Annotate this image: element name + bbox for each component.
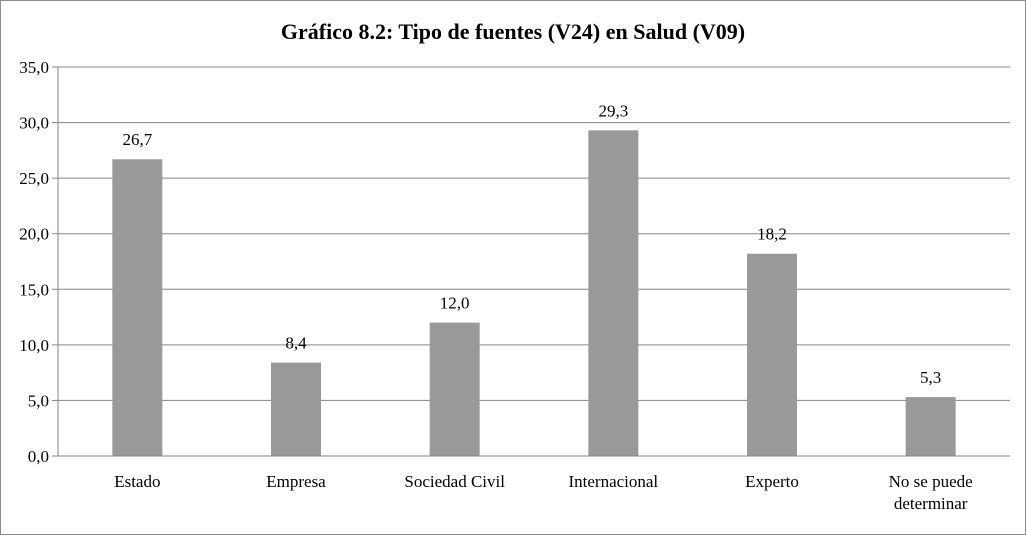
bars (112, 130, 956, 456)
y-axis-tick-label: 30,0 (19, 114, 49, 133)
x-axis-category-label: Empresa (266, 472, 326, 491)
grid-lines (58, 66, 1010, 401)
bar (271, 362, 321, 456)
y-axis-tick-label: 20,0 (19, 225, 49, 244)
bar (588, 130, 639, 456)
x-axis-category-label: determinar (894, 494, 968, 513)
data-label: 29,3 (598, 101, 628, 120)
data-label: 26,7 (122, 130, 152, 149)
x-axis-category-label: No se puede (889, 472, 973, 491)
bar (112, 159, 163, 456)
y-axis-tick-label: 35,0 (19, 58, 49, 77)
bar (905, 397, 956, 456)
y-axis-tick-labels: 0,0 5,0 10,0 15,0 20,0 25,0 30,0 35,0 (19, 58, 49, 466)
bar (747, 253, 797, 456)
x-axis-category-label: Experto (745, 472, 799, 491)
data-label: 12,0 (440, 294, 470, 313)
x-axis-category-label: Sociedad Civil (404, 472, 505, 491)
data-label: 8,4 (285, 334, 307, 353)
y-axis-tick-label: 10,0 (19, 336, 49, 355)
y-axis-tick-label: 25,0 (19, 169, 49, 188)
data-label: 5,3 (920, 368, 941, 387)
data-labels: 26,7 8,4 12,0 29,3 18,2 5,3 (122, 101, 941, 387)
y-axis-tick-label: 15,0 (19, 280, 49, 299)
x-axis-category-label: Estado (114, 472, 160, 491)
axes (52, 66, 1010, 457)
y-axis-tick-label: 5,0 (28, 391, 49, 410)
x-axis-tick-labels: Estado Empresa Sociedad Civil Internacional… (114, 472, 972, 513)
y-axis-tick-label: 0,0 (28, 447, 49, 466)
x-axis-category-label: Internacional (568, 472, 658, 491)
bar (429, 322, 480, 456)
data-label: 18,2 (757, 225, 787, 244)
chart-title: Gráfico 8.2: Tipo de fuentes (V24) en Sa… (281, 19, 745, 44)
